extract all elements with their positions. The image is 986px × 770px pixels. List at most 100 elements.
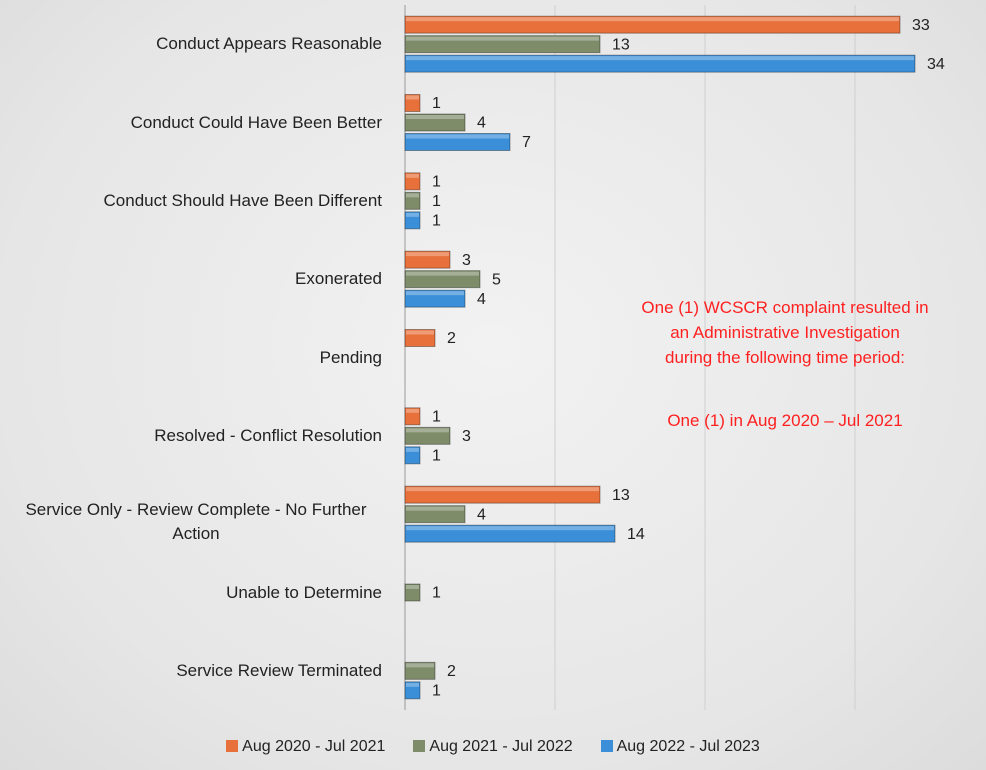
value-label: 1	[432, 409, 441, 426]
category-label: Exonerated	[0, 267, 382, 291]
category-label: Conduct Appears Reasonable	[0, 32, 382, 56]
category-text: Service Only - Review Complete - No Furt…	[25, 500, 367, 544]
value-label: 1	[432, 213, 441, 230]
bar	[404, 681, 421, 700]
value-label: 1	[432, 193, 441, 210]
bar-bevel	[406, 271, 479, 276]
bar	[404, 329, 436, 347]
bar	[404, 289, 466, 308]
bar	[404, 505, 466, 524]
bar-bevel	[406, 663, 434, 668]
category-text: Conduct Could Have Been Better	[130, 112, 382, 132]
value-label: 4	[477, 115, 486, 132]
bar	[404, 94, 421, 112]
value-label: 1	[432, 585, 441, 602]
bar	[404, 113, 466, 132]
value-label: 4	[477, 291, 486, 308]
annotation: during the following time period:	[664, 348, 906, 367]
bar	[404, 661, 436, 680]
annotation: an Administrative Investigation	[670, 323, 900, 342]
legend: Aug 2020 - Jul 2021 Aug 2021 - Jul 2022 Au…	[0, 738, 986, 756]
value-label: 33	[912, 17, 930, 34]
bar	[404, 446, 421, 465]
bar-bevel	[406, 526, 614, 531]
legend-label: Aug 2022 - Jul 2023	[616, 738, 760, 755]
bar-bevel	[406, 428, 449, 433]
category-label: Conduct Could Have Been Better	[0, 111, 382, 135]
value-label: 1	[432, 174, 441, 191]
annotation: One (1) in Aug 2020 – Jul 2021	[667, 411, 903, 430]
bar-bevel	[406, 330, 434, 335]
bar-bevel	[406, 56, 914, 61]
bar	[404, 485, 601, 504]
bar-bevel	[406, 95, 419, 100]
bar	[404, 583, 421, 602]
bar	[404, 524, 616, 543]
bar-bevel	[406, 506, 464, 511]
value-label: 1	[432, 95, 441, 112]
value-label: 3	[462, 428, 471, 445]
legend-swatch	[226, 740, 239, 752]
value-label: 2	[447, 663, 456, 680]
bar-bevel	[406, 193, 419, 198]
category-label: Pending	[0, 346, 382, 370]
bar	[404, 407, 421, 426]
value-label: 1	[432, 448, 441, 465]
bar	[404, 172, 421, 191]
value-label: 1	[432, 683, 441, 700]
value-label: 14	[627, 526, 645, 543]
bar-bevel	[406, 36, 599, 41]
bar	[404, 35, 601, 54]
bar	[404, 270, 481, 289]
value-label: 2	[447, 330, 456, 347]
bar	[404, 211, 421, 230]
category-text: Pending	[319, 347, 382, 367]
bar-bevel	[406, 115, 464, 119]
bar	[404, 250, 451, 269]
value-label: 7	[522, 134, 531, 151]
bar	[404, 133, 511, 151]
category-label: Unable to Determine	[0, 581, 382, 605]
bar-bevel	[406, 585, 419, 589]
legend-swatch	[600, 740, 613, 752]
bar-bevel	[406, 212, 419, 217]
bar-bevel	[406, 291, 464, 296]
bar	[404, 426, 451, 445]
category-label: Service Review Terminated	[0, 659, 382, 683]
category-text: Conduct Should Have Been Different	[103, 190, 382, 210]
category-label: Resolved - Conflict Resolution	[0, 424, 382, 448]
bar-bevel	[406, 134, 509, 139]
bar-bevel	[406, 173, 419, 178]
bar-bevel	[406, 682, 419, 687]
bar-bevel	[406, 447, 419, 452]
value-label: 5	[492, 271, 501, 288]
value-label: 3	[462, 252, 471, 269]
annotation: One (1) WCSCR complaint resulted in	[641, 298, 929, 317]
value-label: 34	[927, 56, 945, 73]
category-text: Service Review Terminated	[176, 660, 382, 680]
bar	[404, 191, 421, 210]
bar	[404, 54, 916, 73]
category-text: Unable to Determine	[226, 582, 382, 602]
value-label: 13	[612, 36, 630, 53]
category-text: Conduct Appears Reasonable	[156, 34, 382, 54]
legend-swatch	[413, 740, 426, 752]
bar-bevel	[406, 408, 419, 413]
bar	[404, 15, 901, 34]
legend-item: Aug 2021 - Jul 2022	[413, 738, 573, 756]
bar-bevel	[406, 17, 899, 22]
legend-item: Aug 2020 - Jul 2021	[226, 738, 385, 756]
legend-label: Aug 2021 - Jul 2022	[429, 738, 573, 755]
bar-bevel	[406, 252, 449, 257]
legend-label: Aug 2020 - Jul 2021	[242, 738, 386, 755]
value-label: 4	[477, 506, 486, 523]
value-label: 13	[612, 487, 630, 504]
bar-bevel	[406, 487, 599, 492]
category-text: Resolved - Conflict Resolution	[154, 425, 382, 445]
category-label: Service Only - Review Complete - No Furt…	[0, 498, 382, 546]
category-label: Conduct Should Have Been Different	[0, 189, 382, 213]
legend-item: Aug 2022 - Jul 2023	[600, 738, 760, 756]
category-text: Exonerated	[295, 269, 382, 289]
